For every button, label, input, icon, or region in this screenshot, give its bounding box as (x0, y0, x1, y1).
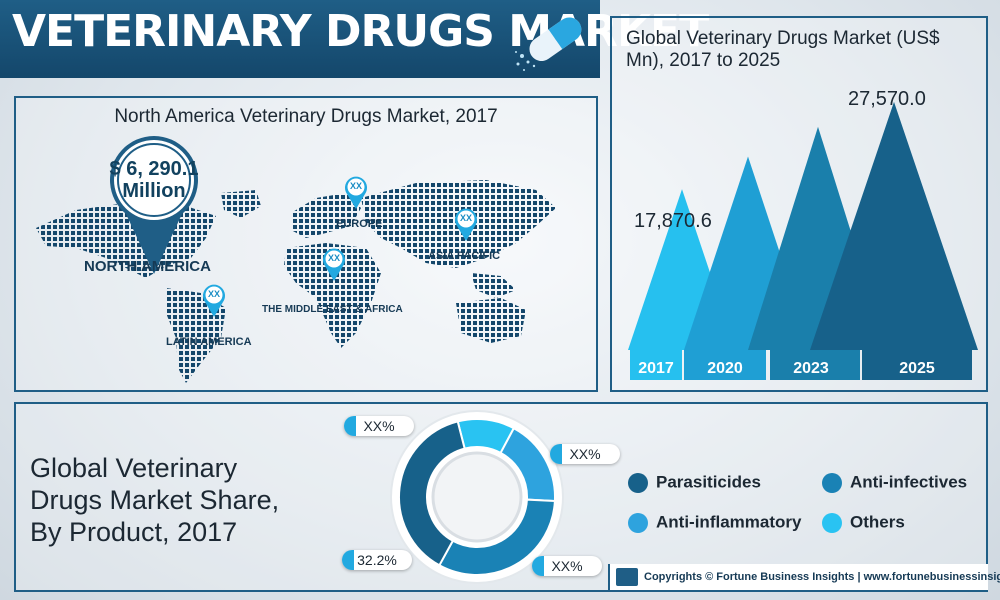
pin-middle-east-africa: XX (322, 248, 346, 282)
region-label-asia-pacific: ASIA PACIFIC (428, 250, 501, 262)
capsule-icon (515, 17, 582, 71)
percent-pill-2: XX% (550, 444, 620, 464)
copyright-bar: Copyrights © Fortune Business Insights |… (608, 564, 1000, 590)
page-title: VETERINARY DRUGS MARKET (12, 6, 709, 57)
donut-segment-parasiticides (398, 420, 466, 567)
pin-middle-east-africa-text: XX (327, 253, 340, 263)
year-label-2017: 2017 (638, 360, 674, 377)
legend-anti-inflammatory: Anti-inflammatory (628, 512, 801, 536)
map-pin-icon (110, 136, 198, 274)
percent-label-3: XX% (551, 558, 583, 574)
company-logo-icon (616, 568, 638, 586)
pin-latin-america: XX (202, 284, 226, 318)
growth-chart (628, 101, 978, 380)
legend-anti-infectives: Anti-infectives (822, 472, 967, 496)
donut-center (431, 451, 523, 543)
legend-dot-anti-infectives (822, 472, 842, 493)
world-map (36, 180, 556, 383)
copyright-text: Copyrights © Fortune Business Insights |… (644, 571, 1000, 583)
year-label-2020: 2020 (707, 360, 743, 377)
year-bar-2023 (770, 350, 860, 380)
percent-label-1: XX% (363, 418, 395, 434)
legend-others: Others (822, 512, 905, 536)
pin-europe: XX (344, 176, 368, 210)
map-title: North America Veterinary Drugs Market, 2… (114, 106, 498, 127)
year-bar-2017 (630, 350, 682, 380)
percent-pill-1: XX% (344, 416, 414, 436)
value-label-2025: 27,570.0 (848, 88, 926, 110)
year-bar-2020 (684, 350, 766, 380)
year-label-2025: 2025 (899, 360, 935, 377)
region-label-north-america: NORTH AMERICA (84, 258, 211, 275)
region-label-middle-east-africa: THE MIDDLE EAST & AFRICA (262, 304, 403, 315)
growth-chart-panel: Global Veterinary Drugs Market (US$ Mn),… (610, 16, 988, 392)
percent-pill-4: 32.2% (342, 550, 412, 570)
share-title-line1: Global Veterinary (30, 453, 238, 483)
market-share-panel: Global Veterinary Drugs Market Share, By… (14, 402, 988, 592)
percent-pill-3: XX% (532, 556, 602, 576)
title-banner: VETERINARY DRUGS MARKET (0, 0, 709, 78)
peak-2025 (810, 101, 978, 351)
region-label-europe: EUROPE (336, 218, 383, 230)
share-title-line3: By Product, 2017 (30, 517, 238, 547)
legend-dot-anti-inflammatory (628, 512, 648, 533)
legend-parasiticides: Parasiticides (628, 472, 761, 496)
year-label-2023: 2023 (793, 360, 829, 377)
value-label-2017: 17,870.6 (634, 210, 712, 232)
north-america-unit: Million (122, 180, 186, 202)
legend-dot-parasiticides (628, 472, 648, 493)
pin-europe-text: XX (349, 181, 362, 191)
year-bar-2025 (862, 350, 972, 380)
share-title-line2: Drugs Market Share, (30, 485, 280, 515)
percent-label-4: 32.2% (357, 552, 397, 568)
north-america-value-pin: $ 6, 290.1 Million (104, 134, 204, 276)
pin-asia-pacific: XX (454, 208, 478, 242)
region-label-latin-america: LATIN AMERICA (166, 336, 252, 348)
chart-title: Global Veterinary Drugs Market (US$ Mn),… (626, 28, 940, 71)
map-panel: North America Veterinary Drugs Market, 2… (14, 96, 598, 392)
pin-asia-pacific-text: XX (459, 213, 472, 223)
percent-label-2: XX% (569, 446, 601, 462)
donut-chart (390, 410, 564, 584)
share-title: Global Veterinary Drugs Market Share, By… (30, 452, 330, 548)
legend-dot-others (822, 512, 842, 533)
pin-latin-america-text: XX (207, 289, 220, 299)
north-america-value: $ 6, 290.1 (109, 158, 199, 180)
